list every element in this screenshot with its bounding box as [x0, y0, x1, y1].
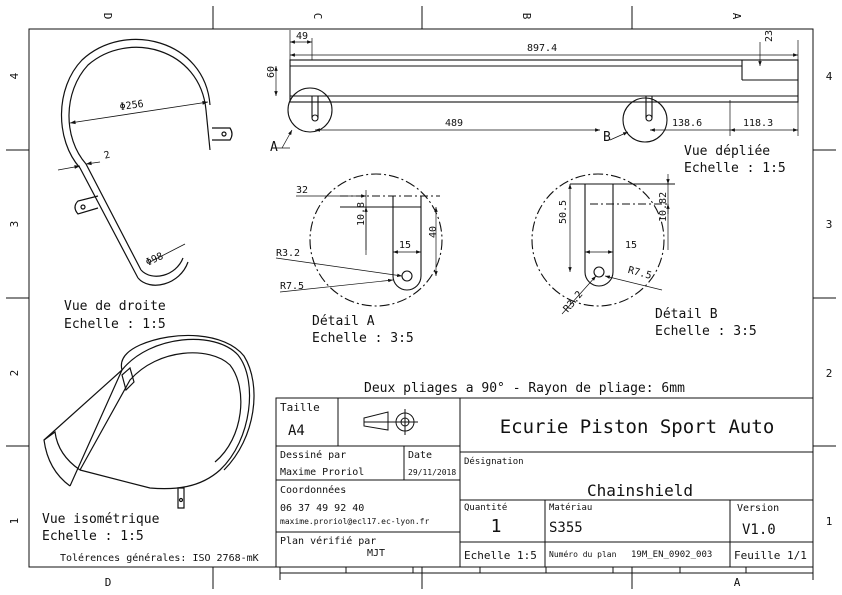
zone-right-3: 3	[826, 218, 833, 231]
dim-a-r3-2: R3.2	[276, 248, 300, 259]
detail-a-dims	[275, 190, 438, 293]
sheet-number: Feuille 1/1	[734, 549, 807, 562]
dim-b-r7-5: R7.5	[627, 265, 653, 282]
dim-a-32: 32	[296, 185, 308, 196]
detail-a-title: Détail A	[312, 314, 375, 329]
dim-23: 23	[764, 30, 775, 42]
projection-symbol-icon	[363, 409, 418, 435]
plan-number-label: Numéro du plan	[549, 549, 617, 559]
coords-label: Coordonnées	[280, 484, 346, 496]
zone-right-2: 2	[826, 367, 833, 380]
checked-by: MJT	[367, 548, 385, 559]
material-label: Matériau	[549, 502, 592, 513]
right-view-dims	[57, 100, 209, 263]
detail-a	[309, 173, 443, 307]
zone-top-b: B	[520, 13, 533, 20]
zone-left-3: 3	[8, 221, 21, 228]
date-label: Date	[408, 450, 432, 461]
phone: 06 37 49 92 40	[280, 503, 364, 514]
unfolded-view-title: Vue dépliée	[684, 144, 770, 159]
dim-a-10-8: 10.8	[356, 202, 367, 226]
drawn-by: Maxime Proriol	[280, 467, 364, 478]
scale-value: Echelle 1:5	[464, 549, 537, 562]
dim-a-15: 15	[399, 240, 411, 251]
zone-right-1: 1	[826, 515, 833, 528]
dim-b-10-82: 10.82	[658, 192, 669, 222]
detail-a-scale: Echelle : 3:5	[312, 331, 414, 346]
dim-diameter-98: Φ98	[144, 251, 165, 269]
dim-b-15: 15	[625, 240, 637, 251]
detail-b-dims	[561, 174, 670, 315]
dim-118: 118.3	[743, 118, 773, 129]
tolerances: Tolérences générales: ISO 2768-mK	[60, 552, 259, 564]
bending-note: Deux pliages a 90° - Rayon de pliage: 6m…	[364, 381, 685, 396]
dim-138: 138.6	[672, 118, 702, 129]
version-label: Version	[737, 503, 779, 514]
zone-top-d: D	[101, 13, 114, 20]
sheet-frame	[6, 6, 836, 589]
unfolded-dims	[272, 30, 799, 149]
quantity-label: Quantité	[464, 502, 507, 513]
zone-top-a: A	[730, 13, 743, 20]
zone-left-2: 2	[8, 370, 21, 377]
dim-60: 60	[266, 66, 277, 78]
zone-bottom-d: D	[105, 576, 112, 589]
size-label: Taille	[280, 401, 320, 414]
plan-number: 19M_EN_0902_003	[631, 550, 712, 560]
designation-value: Chainshield	[587, 481, 693, 500]
dim-a-40: 40	[428, 226, 439, 238]
drawn-by-label: Dessiné par	[280, 449, 346, 461]
unfolded-view-scale: Echelle : 1:5	[684, 161, 786, 176]
dim-a-r7-5: R7.5	[280, 281, 304, 292]
checked-by-label: Plan vérifié par	[280, 535, 376, 547]
unfolded-view	[287, 59, 799, 143]
iso-view-title: Vue isométrique	[42, 512, 160, 527]
zone-left-4: 4	[8, 72, 21, 79]
version-value: V1.0	[742, 522, 776, 538]
dim-489: 489	[445, 118, 463, 129]
zone-left-1: 1	[8, 518, 21, 525]
company-name: Ecurie Piston Sport Auto	[500, 416, 775, 438]
zone-bottom-a: A	[734, 576, 741, 589]
zone-top-c: C	[311, 13, 324, 20]
dim-diameter-256: Φ256	[119, 99, 144, 113]
detail-b	[531, 173, 675, 307]
date-value: 29/11/2018	[408, 468, 456, 477]
right-view-title: Vue de droite	[64, 299, 166, 314]
dim-49: 49	[296, 31, 308, 42]
quantity-value: 1	[491, 516, 502, 537]
right-view-scale: Echelle : 1:5	[64, 317, 166, 332]
dim-897: 897.4	[527, 43, 557, 54]
size-value: A4	[288, 423, 305, 439]
dim-b-r3-2: R3.2	[562, 289, 586, 315]
title-block	[275, 397, 814, 568]
email: maxime.proriol@ecl17.ec-lyon.fr	[280, 517, 429, 526]
marker-b: B	[603, 130, 611, 145]
right-view	[60, 38, 233, 286]
isometric-view	[43, 334, 255, 509]
material-value: S355	[549, 520, 583, 536]
detail-b-title: Détail B	[655, 307, 718, 322]
iso-view-scale: Echelle : 1:5	[42, 529, 144, 544]
zone-right-4: 4	[826, 70, 833, 83]
designation-label: Désignation	[464, 456, 524, 467]
detail-b-scale: Echelle : 3:5	[655, 324, 757, 339]
dim-thickness-2: 2	[103, 150, 112, 162]
dim-b-50-5: 50.5	[558, 200, 569, 224]
marker-a: A	[270, 140, 278, 155]
